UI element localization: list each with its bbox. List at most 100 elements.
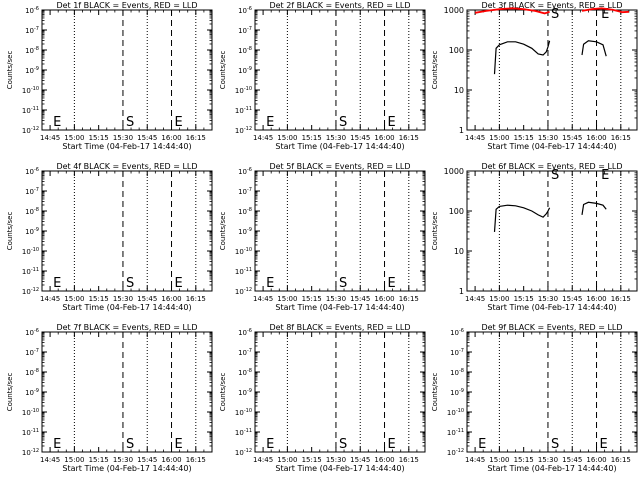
marker-e: E bbox=[601, 168, 609, 183]
y-tick-label: 10-11 bbox=[22, 106, 39, 115]
y-tick-label: 10-10 bbox=[235, 247, 252, 256]
marker-s: S bbox=[126, 437, 134, 452]
y-tick-label: 10-12 bbox=[22, 287, 39, 296]
marker-e: E bbox=[53, 276, 61, 291]
x-tick-label: 15:45 bbox=[350, 134, 370, 142]
y-tick-label: 10-7 bbox=[238, 187, 252, 196]
y-tick-label: 100 bbox=[449, 46, 464, 55]
marker-e: E bbox=[388, 276, 396, 291]
x-tick-label: 16:15 bbox=[186, 295, 206, 303]
y-tick-label: 10-7 bbox=[238, 26, 252, 35]
y-tick-label: 10-9 bbox=[25, 388, 39, 397]
y-axis-label: Counts/sec bbox=[219, 51, 227, 90]
x-tick-label: 14:45 bbox=[40, 295, 60, 303]
marker-s: S bbox=[126, 276, 134, 291]
y-tick-label: 1 bbox=[459, 126, 464, 135]
x-tick-label: 15:15 bbox=[514, 295, 534, 303]
y-tick-label: 10-12 bbox=[447, 448, 464, 457]
y-tick-label: 10-10 bbox=[447, 408, 464, 417]
panel-title: Det 6f BLACK = Events, RED = LLD bbox=[481, 162, 622, 171]
y-tick-label: 10-8 bbox=[25, 207, 39, 216]
x-tick-label: 16:00 bbox=[586, 295, 606, 303]
marker-e: E bbox=[601, 7, 609, 22]
y-tick-label: 100 bbox=[449, 207, 464, 216]
y-tick-label: 10-7 bbox=[25, 26, 39, 35]
marker-s: S bbox=[126, 115, 134, 130]
y-tick-label: 10-7 bbox=[450, 348, 464, 357]
panel-title: Det 2f BLACK = Events, RED = LLD bbox=[269, 1, 410, 10]
y-tick-label: 10 bbox=[454, 86, 464, 95]
events-series-line bbox=[581, 40, 607, 57]
x-tick-label: 14:45 bbox=[253, 134, 273, 142]
marker-s: S bbox=[551, 437, 559, 452]
y-axis-label: Counts/sec bbox=[219, 373, 227, 412]
y-tick-label: 10-10 bbox=[22, 247, 39, 256]
panel-title: Det 1f BLACK = Events, RED = LLD bbox=[56, 1, 197, 10]
y-axis-label: Counts/sec bbox=[431, 373, 439, 412]
marker-e: E bbox=[600, 437, 608, 452]
events-series-line bbox=[493, 204, 551, 232]
x-axis-label: Start Time (04-Feb-17 14:44:40) bbox=[62, 303, 191, 312]
marker-e: E bbox=[53, 437, 61, 452]
detector-panel-9: Det 9f BLACK = Events, RED = LLD 10-6 10-7… bbox=[431, 323, 638, 473]
x-tick-label: 15:30 bbox=[326, 456, 346, 464]
plot-frame bbox=[41, 170, 213, 292]
y-tick-label: 10 bbox=[454, 247, 464, 256]
y-tick-label: 10-11 bbox=[447, 428, 464, 437]
x-tick-label: 15:45 bbox=[350, 295, 370, 303]
x-tick-label: 15:00 bbox=[277, 134, 297, 142]
x-tick-label: 15:45 bbox=[350, 456, 370, 464]
x-tick-label: 15:45 bbox=[137, 134, 157, 142]
x-tick-label: 15:30 bbox=[113, 295, 133, 303]
marker-e: E bbox=[53, 115, 61, 130]
y-tick-label: 10-9 bbox=[238, 227, 252, 236]
y-tick-label: 10-11 bbox=[22, 428, 39, 437]
x-axis-label: Start Time (04-Feb-17 14:44:40) bbox=[487, 142, 616, 151]
marker-s: S bbox=[339, 437, 347, 452]
y-tick-label: 10-6 bbox=[450, 328, 464, 337]
x-tick-label: 14:45 bbox=[40, 456, 60, 464]
x-axis-label: Start Time (04-Feb-17 14:44:40) bbox=[487, 464, 616, 473]
y-tick-label: 10-11 bbox=[235, 428, 252, 437]
y-tick-label: 10-11 bbox=[22, 267, 39, 276]
y-tick-label: 1000 bbox=[444, 6, 464, 15]
panel-title: Det 8f BLACK = Events, RED = LLD bbox=[269, 323, 410, 332]
x-axis-label: Start Time (04-Feb-17 14:44:40) bbox=[62, 142, 191, 151]
y-tick-label: 10-9 bbox=[450, 388, 464, 397]
plot-frame bbox=[254, 170, 426, 292]
y-tick-label: 10-7 bbox=[25, 187, 39, 196]
y-tick-label: 10-10 bbox=[235, 86, 252, 95]
y-tick-label: 10-12 bbox=[22, 126, 39, 135]
plot-frame bbox=[466, 9, 638, 131]
panel-title: Det 9f BLACK = Events, RED = LLD bbox=[481, 323, 622, 332]
x-tick-label: 15:00 bbox=[64, 456, 84, 464]
y-tick-label: 10-12 bbox=[235, 287, 252, 296]
events-series-line bbox=[581, 201, 607, 215]
detector-panel-8: Det 8f BLACK = Events, RED = LLD 10-6 10-7… bbox=[219, 323, 426, 473]
x-tick-label: 15:00 bbox=[489, 134, 509, 142]
x-tick-label: 16:15 bbox=[399, 456, 419, 464]
x-tick-label: 15:45 bbox=[137, 456, 157, 464]
x-tick-label: 16:15 bbox=[611, 456, 631, 464]
detector-panel-1: Det 1f BLACK = Events, RED = LLD 10-6 10-7… bbox=[6, 1, 213, 151]
x-tick-label: 14:45 bbox=[253, 295, 273, 303]
marker-e: E bbox=[266, 276, 274, 291]
x-axis-label: Start Time (04-Feb-17 14:44:40) bbox=[487, 303, 616, 312]
marker-e: E bbox=[266, 115, 274, 130]
x-tick-label: 15:45 bbox=[137, 295, 157, 303]
y-tick-label: 10-12 bbox=[22, 448, 39, 457]
y-tick-label: 10-12 bbox=[235, 448, 252, 457]
x-tick-label: 14:45 bbox=[253, 456, 273, 464]
x-tick-label: 15:45 bbox=[562, 295, 582, 303]
plot-frame bbox=[41, 9, 213, 131]
y-tick-label: 10-9 bbox=[238, 388, 252, 397]
y-tick-label: 10-9 bbox=[238, 66, 252, 75]
y-axis-label: Counts/sec bbox=[431, 51, 439, 90]
x-tick-label: 15:00 bbox=[277, 456, 297, 464]
x-tick-label: 15:15 bbox=[514, 134, 534, 142]
detector-panel-3: Det 3f BLACK = Events, RED = LLD 1000 100 1… bbox=[431, 1, 638, 151]
events-series-line bbox=[493, 40, 551, 75]
y-tick-label: 10-8 bbox=[238, 207, 252, 216]
panel-title: Det 3f BLACK = Events, RED = LLD bbox=[481, 1, 622, 10]
marker-e: E bbox=[175, 437, 183, 452]
